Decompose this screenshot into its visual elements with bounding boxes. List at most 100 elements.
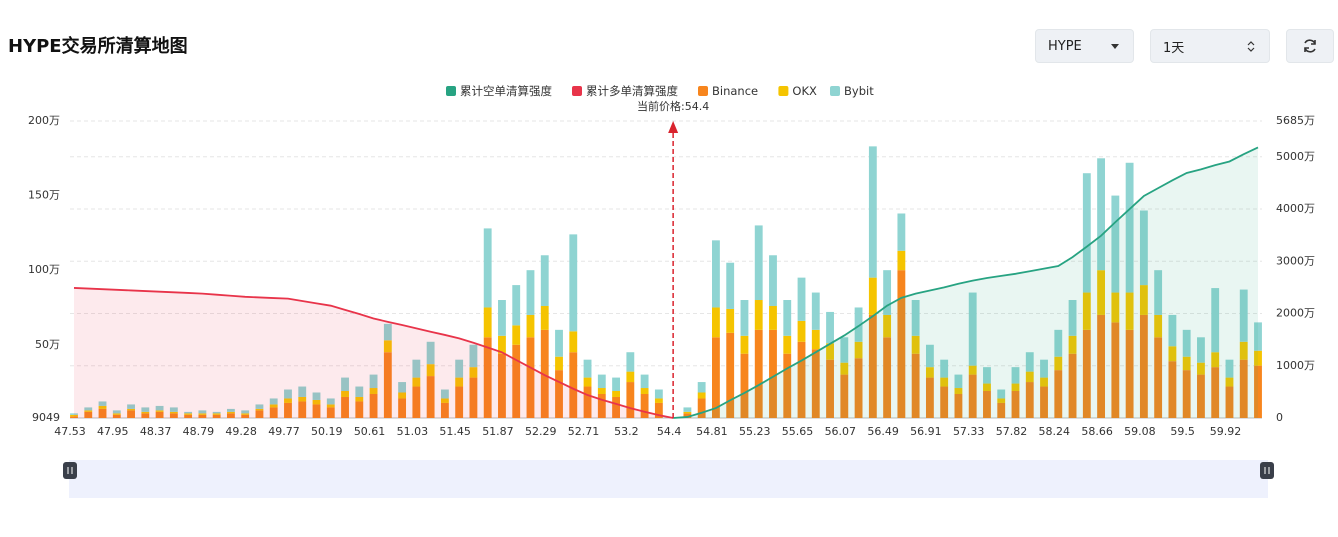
bar bbox=[526, 314, 535, 338]
bar bbox=[712, 240, 720, 308]
bar bbox=[141, 407, 150, 412]
bar bbox=[1254, 322, 1262, 351]
bar bbox=[184, 411, 193, 414]
bar bbox=[369, 388, 378, 394]
x-tick-label: 59.08 bbox=[1124, 425, 1156, 438]
bar bbox=[612, 377, 620, 392]
bar bbox=[868, 277, 877, 315]
bar bbox=[169, 411, 178, 414]
line bbox=[673, 146, 1259, 419]
bar bbox=[540, 329, 549, 418]
bar bbox=[1097, 270, 1106, 315]
slider-track bbox=[69, 460, 1268, 498]
bar bbox=[1211, 352, 1220, 368]
bar bbox=[583, 359, 592, 378]
bar bbox=[141, 411, 150, 414]
bar bbox=[1139, 210, 1148, 286]
bar bbox=[712, 337, 720, 418]
y-tick-label: 9049 bbox=[32, 411, 60, 424]
bar bbox=[1168, 346, 1177, 362]
bar bbox=[954, 388, 963, 394]
bar bbox=[1082, 329, 1091, 418]
bar bbox=[811, 349, 820, 418]
bar bbox=[683, 413, 692, 418]
bar bbox=[697, 382, 706, 393]
bar bbox=[1254, 350, 1262, 366]
bar bbox=[854, 358, 863, 418]
bar bbox=[697, 392, 706, 399]
bar bbox=[555, 329, 563, 357]
y-tick-label: 100万 bbox=[28, 263, 60, 276]
bar bbox=[797, 277, 806, 321]
refresh-button[interactable] bbox=[1286, 29, 1334, 63]
bar bbox=[269, 398, 278, 405]
bar bbox=[198, 410, 207, 414]
bar bbox=[298, 396, 307, 402]
bar bbox=[1011, 383, 1020, 392]
bar bbox=[1025, 371, 1034, 383]
bar bbox=[455, 359, 464, 378]
bar bbox=[440, 402, 449, 418]
bar bbox=[826, 311, 834, 344]
chart-title: HYPE交易所清算地图 bbox=[8, 35, 188, 57]
bar bbox=[112, 410, 121, 414]
y2-tick-label: 5000万 bbox=[1276, 150, 1315, 163]
bar bbox=[1239, 359, 1248, 418]
bar bbox=[640, 393, 649, 418]
bar bbox=[284, 398, 292, 403]
bar bbox=[526, 270, 535, 315]
bar bbox=[255, 410, 264, 418]
bar bbox=[1168, 361, 1177, 418]
bar bbox=[540, 255, 549, 306]
bar bbox=[312, 404, 321, 418]
bar bbox=[697, 398, 706, 418]
bar bbox=[483, 307, 492, 338]
bar bbox=[997, 402, 1006, 418]
bar bbox=[626, 352, 635, 372]
bar bbox=[198, 413, 207, 415]
x-tick-label: 56.07 bbox=[825, 425, 857, 438]
bar bbox=[740, 335, 749, 354]
bar bbox=[84, 410, 93, 412]
bar bbox=[1168, 314, 1177, 347]
bar bbox=[469, 344, 478, 368]
bar bbox=[1182, 329, 1191, 357]
bar bbox=[398, 392, 407, 399]
bar bbox=[854, 341, 863, 359]
bar bbox=[1254, 365, 1262, 418]
slider-handle-right[interactable] bbox=[1260, 462, 1274, 479]
bar bbox=[583, 377, 592, 387]
interval-select[interactable]: 1天 bbox=[1150, 29, 1270, 63]
legend-label: OKX bbox=[792, 84, 817, 98]
x-tick-label: 59.5 bbox=[1170, 425, 1195, 438]
bar bbox=[1182, 370, 1191, 418]
bar bbox=[868, 314, 877, 418]
bar bbox=[569, 234, 578, 332]
slider-handle-left[interactable] bbox=[63, 462, 77, 479]
bar bbox=[426, 376, 435, 418]
bar bbox=[241, 410, 250, 414]
bar bbox=[754, 329, 763, 418]
coin-select[interactable]: HYPE bbox=[1035, 29, 1134, 63]
bar bbox=[498, 353, 506, 418]
bar bbox=[269, 407, 278, 418]
line bbox=[73, 287, 674, 419]
bar bbox=[127, 410, 135, 418]
x-tick-label: 54.4 bbox=[657, 425, 682, 438]
bar bbox=[597, 388, 606, 394]
bar bbox=[883, 270, 892, 315]
bar bbox=[783, 353, 792, 418]
bar bbox=[840, 337, 849, 363]
legend-label: 累计空单清算强度 bbox=[460, 84, 552, 98]
bar bbox=[412, 377, 421, 387]
bar bbox=[98, 408, 107, 418]
bar bbox=[1111, 195, 1120, 293]
bar bbox=[1239, 341, 1248, 360]
x-tick-label: 59.92 bbox=[1210, 425, 1242, 438]
bar bbox=[398, 398, 407, 418]
bar bbox=[1054, 329, 1063, 357]
x-tick-label: 49.77 bbox=[268, 425, 300, 438]
bar bbox=[1054, 370, 1063, 418]
bar bbox=[284, 402, 292, 418]
bar bbox=[968, 374, 977, 418]
